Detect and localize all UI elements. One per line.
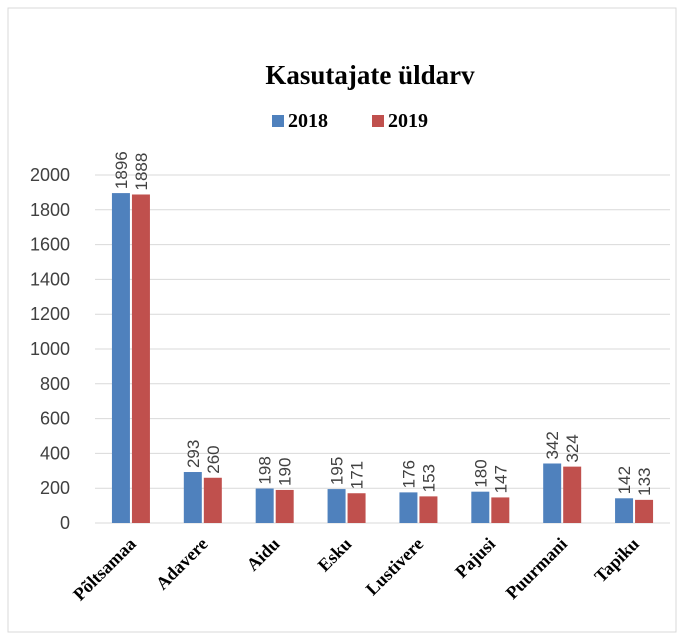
data-label: 1888 [132, 153, 151, 191]
legend-label: 2019 [388, 110, 428, 132]
data-label: 342 [543, 431, 562, 459]
bar [255, 488, 274, 523]
data-label: 147 [491, 465, 510, 493]
data-label: 176 [399, 460, 418, 488]
data-label: 190 [276, 458, 295, 486]
legend-swatch [272, 115, 284, 127]
bar [563, 466, 582, 523]
data-label: 180 [471, 459, 490, 487]
bar [543, 463, 562, 523]
data-label: 260 [204, 445, 223, 473]
bar [347, 493, 366, 523]
y-tick-label: 1000 [30, 339, 70, 359]
bar [111, 193, 130, 523]
data-label: 153 [419, 464, 438, 492]
legend-swatch [372, 115, 384, 127]
y-tick-label: 400 [40, 443, 70, 463]
data-label: 324 [563, 434, 582, 462]
data-label: 198 [256, 456, 275, 484]
bar [131, 194, 150, 523]
y-tick-label: 1200 [30, 304, 70, 324]
bar [275, 489, 294, 523]
bar [635, 499, 654, 523]
legend-label: 2018 [288, 110, 328, 132]
y-tick-label: 200 [40, 478, 70, 498]
data-label: 1896 [112, 151, 131, 189]
chart-title: Kasutajate üldarv [265, 60, 475, 90]
y-tick-label: 1600 [30, 235, 70, 255]
data-label: 142 [615, 466, 634, 494]
bar [203, 477, 222, 523]
y-tick-label: 0 [60, 513, 70, 533]
y-tick-label: 600 [40, 409, 70, 429]
bar [491, 497, 510, 523]
data-label: 171 [348, 461, 367, 489]
bar [327, 489, 346, 523]
bar [419, 496, 438, 523]
bar [471, 491, 490, 523]
y-tick-label: 1400 [30, 269, 70, 289]
y-tick-label: 800 [40, 374, 70, 394]
data-label: 195 [328, 457, 347, 485]
y-tick-label: 2000 [30, 165, 70, 185]
data-label: 133 [635, 467, 654, 495]
bar [183, 472, 202, 523]
bar [615, 498, 634, 523]
y-tick-label: 1800 [30, 200, 70, 220]
data-label: 293 [184, 440, 203, 468]
bar [399, 492, 418, 523]
